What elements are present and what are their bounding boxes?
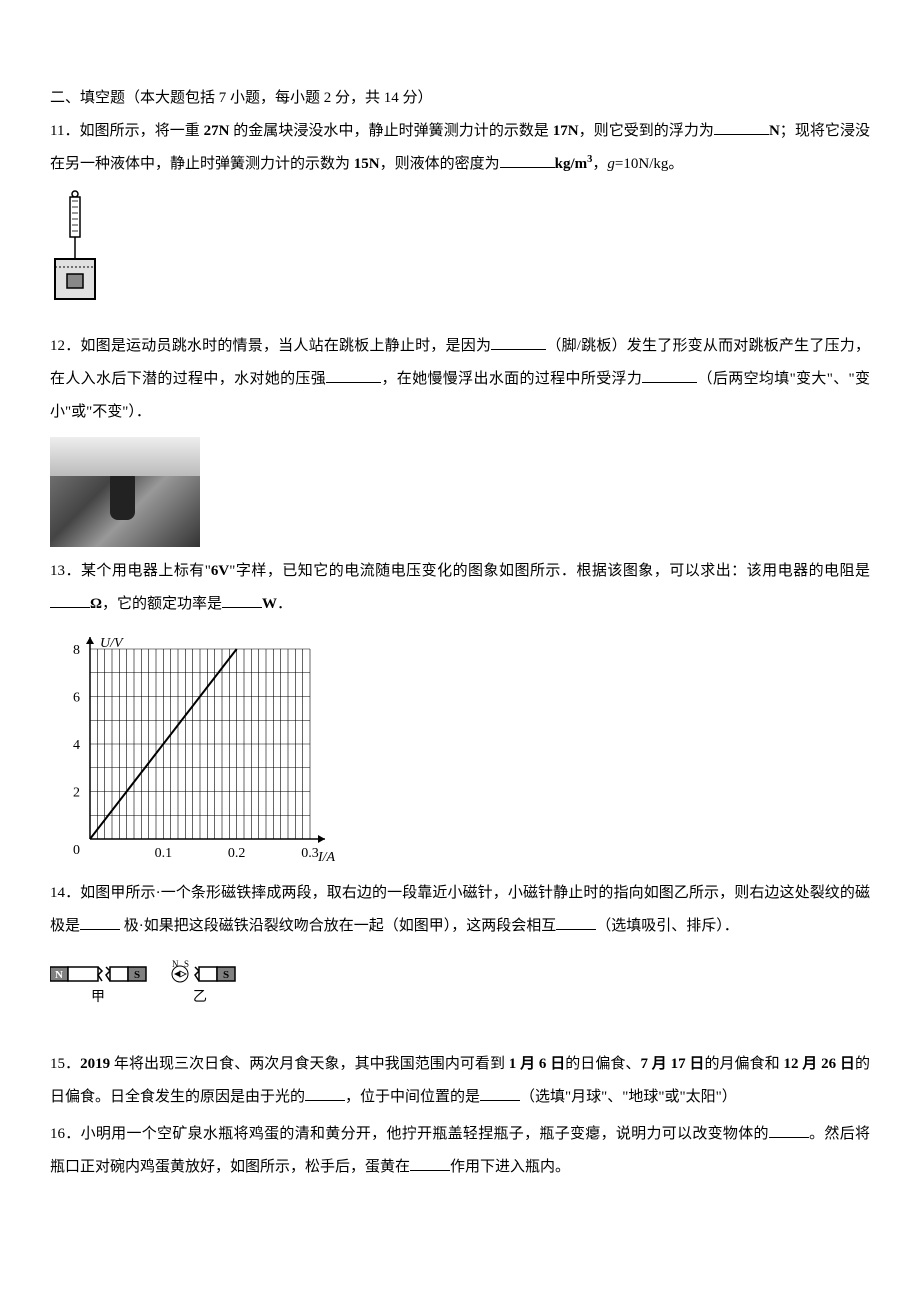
svg-text:N: N [172, 959, 179, 969]
svg-text:2: 2 [73, 786, 80, 801]
svg-text:甲: 甲 [91, 990, 105, 1005]
svg-text:乙: 乙 [193, 989, 207, 1005]
q15-text6: （选填"月球"、"地球"或"太阳"） [520, 1089, 737, 1105]
q11-blank1 [714, 120, 769, 135]
q15-year: 2019 [80, 1056, 110, 1072]
question-16: 16．小明用一个空矿泉水瓶将鸡蛋的清和黄分开，他拧开瓶盖轻捏瓶子，瓶子变瘪，说明… [50, 1118, 870, 1184]
q11-unit2: kg/m [555, 156, 588, 172]
q12-text2: ，在她慢慢浮出水面的过程中所受浮力 [381, 371, 642, 387]
q12-blank3 [642, 368, 697, 383]
svg-text:8: 8 [73, 643, 80, 658]
q13-prefix: 13．某个用电器上标有" [50, 563, 211, 579]
spring-scale-icon [50, 189, 100, 309]
q13-text2: ，它的额定功率是 [102, 596, 222, 612]
q14-blank1 [80, 915, 120, 930]
svg-text:0.1: 0.1 [155, 846, 173, 861]
question-12: 12．如图是运动员跳水时的情景，当人站在跳板上静止时，是因为（脚/跳板）发生了形… [50, 330, 870, 547]
q14-blank2 [556, 915, 596, 930]
q15-text3: 的月偏食和 [704, 1056, 783, 1072]
q15-text5: ，位于中间位置的是 [345, 1089, 480, 1105]
q13-blank1 [50, 593, 90, 608]
q11-text5: ， [592, 156, 607, 172]
q11-prefix: 11．如图所示，将一重 [50, 123, 204, 139]
q12-figure [50, 437, 870, 547]
q11-text: 11．如图所示，将一重 27N 的金属块浸没水中，静止时弹簧测力计的示数是 17… [50, 115, 870, 181]
q13-unit2: W [262, 596, 277, 612]
svg-text:S: S [184, 959, 189, 969]
q11-text4: ，则液体的密度为 [380, 156, 500, 172]
q14-figure: NS甲NSS乙 [50, 951, 870, 1040]
q11-unit1: N [769, 123, 780, 139]
q13-text1: "字样，已知它的电流随电压变化的图象如图所示．根据该图象，可以求出：该用电器的电… [229, 563, 870, 579]
q16-blank2 [410, 1156, 450, 1171]
question-13: 13．某个用电器上标有"6V"字样，已知它的电流随电压变化的图象如图所示．根据该… [50, 555, 870, 869]
q11-weight: 27N [204, 123, 230, 139]
svg-text:0.2: 0.2 [228, 846, 246, 861]
q16-text2: 作用下进入瓶内。 [450, 1159, 570, 1175]
q13-unit1: Ω [90, 596, 102, 612]
diver-photo [50, 437, 200, 547]
q15-text: 15．2019 年将出现三次日食、两次月食天象，其中我国范围内可看到 1 月 6… [50, 1048, 870, 1114]
section-title: 二、填空题（本大题包括 7 小题，每小题 2 分，共 14 分） [50, 82, 870, 115]
q11-text2: ，则它受到的浮力为 [579, 123, 714, 139]
svg-text:6: 6 [73, 691, 80, 706]
q11-blank2 [500, 153, 555, 168]
q15-blank1 [305, 1086, 345, 1101]
q15-date1: 1 月 6 日 [509, 1056, 565, 1072]
svg-text:I/A: I/A [317, 850, 336, 865]
q14-text2: （选填吸引、排斥）． [596, 918, 739, 934]
svg-text:N: N [55, 969, 63, 981]
svg-text:U/V: U/V [100, 636, 124, 651]
q15-date2: 7 月 17 日 [640, 1056, 704, 1072]
q15-text1: 年将出现三次日食、两次月食天象，其中我国范围内可看到 [110, 1056, 509, 1072]
q12-blank2 [326, 368, 381, 383]
q15-text2: 的日偏食、 [565, 1056, 640, 1072]
q11-text1: 的金属块浸没水中，静止时弹簧测力计的示数是 [229, 123, 552, 139]
q11-g-value: =10N/kg。 [615, 156, 683, 172]
q11-g-label: g [607, 156, 615, 172]
q13-voltage: 6V [211, 563, 229, 579]
q13-text3: ． [277, 596, 292, 612]
q16-text: 16．小明用一个空矿泉水瓶将鸡蛋的清和黄分开，他拧开瓶盖轻捏瓶子，瓶子变瘪，说明… [50, 1118, 870, 1184]
q13-graph: 2 4 6 8 0 0.1 0.2 0.3 U/V I/A [50, 629, 340, 869]
q15-blank2 [480, 1086, 520, 1101]
svg-text:S: S [134, 969, 140, 981]
q12-text: 12．如图是运动员跳水时的情景，当人站在跳板上静止时，是因为（脚/跳板）发生了形… [50, 330, 870, 429]
q16-prefix: 16．小明用一个空矿泉水瓶将鸡蛋的清和黄分开，他拧开瓶盖轻捏瓶子，瓶子变瘪，说明… [50, 1126, 769, 1142]
q14-text1: 极·如果把这段磁铁沿裂纹吻合放在一起（如图甲），这两段会相互 [120, 918, 556, 934]
q13-blank2 [222, 593, 262, 608]
svg-text:0.3: 0.3 [301, 846, 319, 861]
q12-prefix: 12．如图是运动员跳水时的情景，当人站在跳板上静止时，是因为 [50, 338, 491, 354]
q15-prefix: 15． [50, 1056, 80, 1072]
voltage-current-graph: 2 4 6 8 0 0.1 0.2 0.3 U/V I/A [50, 629, 340, 869]
magnet-diagram: NS甲NSS乙 [50, 959, 250, 1019]
svg-text:S: S [223, 969, 229, 981]
q11-reading1: 17N [553, 123, 579, 139]
svg-text:0: 0 [73, 843, 80, 858]
q15-date3: 12 月 26 日 [783, 1056, 854, 1072]
question-14: 14．如图甲所示·一个条形磁铁摔成两段，取右边的一段靠近小磁针，小磁针静止时的指… [50, 877, 870, 1040]
q13-text: 13．某个用电器上标有"6V"字样，已知它的电流随电压变化的图象如图所示．根据该… [50, 555, 870, 621]
question-11: 11．如图所示，将一重 27N 的金属块浸没水中，静止时弹簧测力计的示数是 17… [50, 115, 870, 322]
question-15: 15．2019 年将出现三次日食、两次月食天象，其中我国范围内可看到 1 月 6… [50, 1048, 870, 1114]
q11-figure [50, 189, 870, 322]
q16-blank1 [769, 1123, 809, 1138]
svg-text:4: 4 [73, 738, 80, 753]
q12-blank1 [491, 335, 546, 350]
q14-text: 14．如图甲所示·一个条形磁铁摔成两段，取右边的一段靠近小磁针，小磁针静止时的指… [50, 877, 870, 943]
q11-reading2: 15N [354, 156, 380, 172]
